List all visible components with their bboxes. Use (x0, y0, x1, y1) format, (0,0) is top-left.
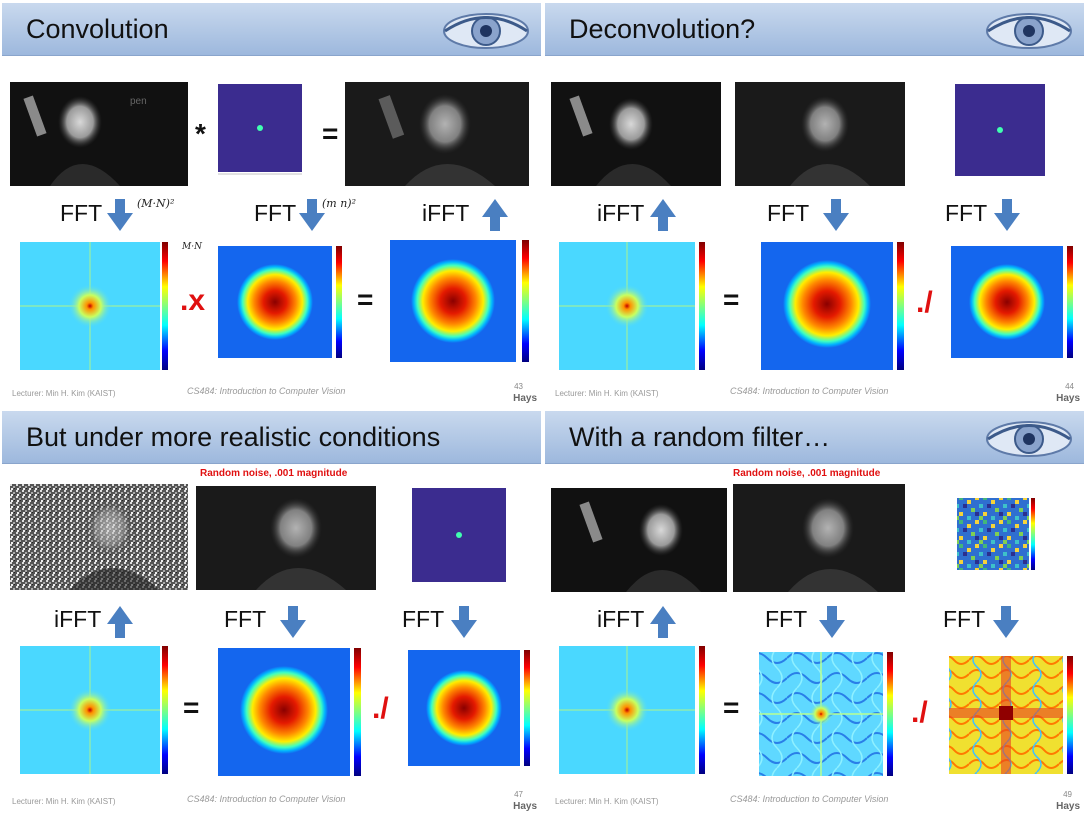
tennis-player-photo: pen (10, 82, 188, 186)
down-arrow-icon (451, 606, 477, 638)
handwritten-note: (m n)² (322, 197, 357, 210)
equals-operator: = (723, 284, 740, 315)
up-arrow-icon (482, 199, 508, 231)
equals-operator: = (723, 692, 740, 723)
up-arrow-icon (650, 199, 676, 231)
slide-banner: But under more realistic conditions (2, 411, 541, 464)
down-arrow-icon (107, 199, 133, 231)
page-number: 49 (1063, 790, 1072, 799)
gaussian-kernel-image (412, 488, 506, 582)
fft-label: FFT (765, 606, 808, 632)
fft-label: FFT (943, 606, 986, 632)
elementwise-divide-operator: ./ (372, 692, 389, 725)
ifft-label: iFFT (54, 606, 102, 632)
svg-text:pen: pen (130, 96, 147, 107)
fft-label: FFT (945, 200, 988, 226)
fft-label: FFT (767, 200, 810, 226)
eye-logo-icon (443, 12, 529, 50)
spectrum-plot-blob (390, 240, 529, 362)
credit-footer: Hays (513, 801, 537, 812)
credit-footer: Hays (513, 393, 537, 404)
noisy-restored-photo (10, 484, 188, 590)
lecturer-footer: Lecturer: Min H. Kim (KAIST) (555, 389, 659, 398)
ifft-label: iFFT (597, 200, 645, 226)
ifft-label: iFFT (597, 606, 645, 632)
slide-deconvolution: Deconvolution? iFFT FFT FFT = ./ (543, 0, 1086, 408)
up-arrow-icon (107, 606, 133, 638)
gaussian-kernel-image (955, 84, 1045, 176)
lecturer-footer: Lecturer: Min H. Kim (KAIST) (555, 797, 659, 806)
credit-footer: Hays (1056, 393, 1080, 404)
lecturer-footer: Lecturer: Min H. Kim (KAIST) (12, 389, 116, 398)
slide-title: With a random filter… (569, 422, 831, 452)
equals-operator: = (183, 692, 200, 723)
handwritten-note: M·N (182, 242, 202, 252)
course-footer: CS484: Introduction to Computer Vision (730, 386, 889, 396)
course-footer: CS484: Introduction to Computer Vision (187, 794, 346, 804)
page-number: 43 (514, 382, 523, 391)
spectrum-plot-blob (218, 648, 361, 776)
blurred-photo (735, 82, 905, 186)
blurred-photo (733, 484, 905, 592)
spectrum-plot-blob (408, 650, 530, 766)
convolve-operator: * (195, 118, 206, 149)
spectrum-plot-blob (761, 242, 904, 370)
slide-title: Deconvolution? (569, 14, 756, 44)
fft-label: FFT (254, 200, 297, 226)
spectrum-plot-star (559, 242, 705, 370)
spectrum-plot-blob (218, 246, 342, 358)
elementwise-multiply-operator: .x (180, 284, 206, 317)
eye-logo-icon (986, 420, 1072, 458)
down-arrow-icon (993, 606, 1019, 638)
course-footer: CS484: Introduction to Computer Vision (730, 794, 889, 804)
gaussian-kernel-image (218, 84, 302, 175)
lecturer-footer: Lecturer: Min H. Kim (KAIST) (12, 797, 116, 806)
course-footer: CS484: Introduction to Computer Vision (187, 386, 346, 396)
slide-convolution: Convolution pen * = FFT (M·N)² FFT (m n)… (0, 0, 543, 408)
slide-random-filter: With a random filter… Random noise, .001… (543, 408, 1086, 816)
equals-operator: = (322, 118, 339, 149)
blurred-photo (345, 82, 529, 186)
fft-label: FFT (60, 200, 103, 226)
spectrum-plot-mottled (759, 652, 893, 776)
slide-banner: Convolution (2, 3, 541, 56)
noise-caption: Random noise, .001 magnitude (200, 468, 348, 479)
page-number: 44 (1065, 382, 1074, 391)
up-arrow-icon (650, 606, 676, 638)
ifft-label: iFFT (422, 200, 470, 226)
elementwise-divide-operator: ./ (911, 696, 928, 729)
credit-footer: Hays (1056, 801, 1080, 812)
page-number: 47 (514, 790, 523, 799)
down-arrow-icon (823, 199, 849, 231)
elementwise-divide-operator: ./ (916, 286, 933, 319)
blurred-photo (196, 486, 376, 590)
slide-banner: With a random filter… (545, 411, 1084, 464)
eye-logo-icon (986, 12, 1072, 50)
slide-title: But under more realistic conditions (26, 422, 441, 452)
tennis-player-photo (551, 488, 727, 592)
slide-realistic-conditions: But under more realistic conditions Rand… (0, 408, 543, 816)
random-filter-image (957, 498, 1035, 570)
spectrum-plot-mottled (949, 656, 1073, 774)
slide-banner: Deconvolution? (545, 3, 1084, 56)
spectrum-plot-star (20, 646, 168, 774)
noise-caption: Random noise, .001 magnitude (733, 468, 881, 479)
fft-label: FFT (224, 606, 267, 632)
fft-label: FFT (402, 606, 445, 632)
spectrum-plot-star (20, 242, 168, 370)
down-arrow-icon (280, 606, 306, 638)
spectrum-plot-blob (951, 246, 1073, 358)
spectrum-plot-star (559, 646, 705, 774)
handwritten-note: (M·N)² (137, 197, 175, 210)
tennis-player-photo (551, 82, 721, 186)
equals-operator: = (357, 284, 374, 315)
slide-title: Convolution (26, 14, 169, 44)
down-arrow-icon (819, 606, 845, 638)
down-arrow-icon (994, 199, 1020, 231)
